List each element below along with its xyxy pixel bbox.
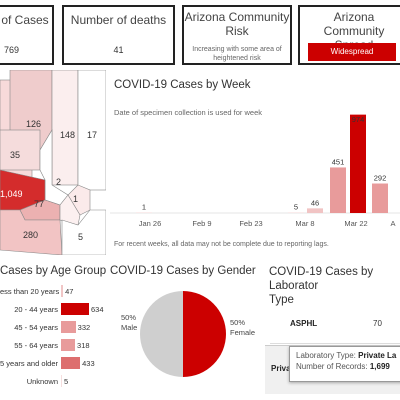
lab-chart-title: COVID-19 Cases by Laborator Type <box>269 266 374 306</box>
age-group-row[interactable]: Unknown 5 <box>0 375 110 388</box>
age-group-label: Unknown <box>26 377 58 386</box>
week-bar-label: 5 <box>294 202 298 211</box>
map-label: 17 <box>87 130 97 140</box>
age-group-row[interactable]: 5 years and older 433 <box>0 357 110 370</box>
lab-value: 70 <box>373 319 382 328</box>
lab-tooltip: Laboratory Type: Private La Number of Re… <box>289 346 400 382</box>
week-bar-label: 46 <box>311 198 319 207</box>
x-tick-label: Mar 8 <box>295 219 314 228</box>
week-bar-label: 292 <box>374 174 387 183</box>
age-group-row[interactable]: 45 - 54 years 332 <box>0 321 110 334</box>
arizona-county-map[interactable]: 126 148 17 35 2 1,049 77 1 280 5 <box>0 70 106 255</box>
age-group-value: 5 <box>64 377 69 386</box>
age-group-bar[interactable] <box>61 375 62 387</box>
x-tick-label: Feb 9 <box>192 219 211 228</box>
map-label: 2 <box>56 177 61 187</box>
age-group-label: 20 - 44 years <box>14 305 58 314</box>
week-bar[interactable] <box>288 212 304 213</box>
county-graham[interactable] <box>59 194 81 226</box>
week-bar[interactable] <box>136 212 152 213</box>
map-label: 126 <box>26 119 41 129</box>
male-slice[interactable] <box>140 291 183 377</box>
age-group-chart[interactable]: ess than 20 years 47 20 - 44 years 634 45 - … <box>0 285 110 395</box>
cases-card-title: r of Cases <box>0 13 49 27</box>
x-tick-label: Feb 23 <box>239 219 262 228</box>
week-bar-label: 451 <box>332 157 345 166</box>
map-label: 1,049 <box>0 189 23 199</box>
age-group-bar[interactable] <box>61 321 76 333</box>
community-risk-title: Arizona Community Risk <box>184 10 290 38</box>
age-group-row[interactable]: ess than 20 years 47 <box>0 285 110 298</box>
week-bar[interactable] <box>307 208 323 213</box>
week-bar[interactable] <box>330 167 346 213</box>
map-label: 77 <box>34 199 44 209</box>
age-group-value: 47 <box>65 287 74 296</box>
cases-card-value: 769 <box>4 45 20 55</box>
week-bar-label: 974 <box>352 115 365 124</box>
tooltip-records: Number of Records: 1,699 <box>296 362 390 371</box>
x-tick-label: A <box>390 219 395 228</box>
weekly-chart-subtitle: Date of specimen collection is used for … <box>114 108 262 117</box>
age-group-label: 55 - 64 years <box>14 341 58 350</box>
age-chart-title: Cases by Age Group <box>0 265 107 277</box>
age-group-bar[interactable] <box>61 285 64 297</box>
age-group-label: 5 years and older <box>0 359 58 368</box>
county-navajo[interactable] <box>51 70 79 186</box>
week-bar[interactable] <box>372 183 388 213</box>
age-group-label: ess than 20 years <box>0 287 60 296</box>
community-risk-card[interactable]: Arizona Community Risk Increasing with s… <box>182 5 292 65</box>
weekly-chart-title: COVID-19 Cases by Week <box>114 79 251 91</box>
map-label: 148 <box>60 130 75 140</box>
community-risk-subtitle: Increasing with some area of heightened … <box>192 46 282 62</box>
male-label: 50% Male <box>121 313 138 332</box>
age-group-bar[interactable] <box>61 357 81 369</box>
week-bar[interactable] <box>350 114 366 213</box>
county-greenlee[interactable] <box>67 184 91 216</box>
age-group-label: 45 - 54 years <box>14 323 58 332</box>
lab-row-asphl[interactable]: ASPHL 70 <box>270 305 400 344</box>
deaths-card-title: Number of deaths <box>70 13 167 27</box>
weekly-chart-footnote: For recent weeks, all data may not be co… <box>114 241 329 248</box>
county-apache[interactable] <box>77 70 106 191</box>
map-label: 280 <box>23 230 38 240</box>
female-label: 50% Female <box>230 318 256 337</box>
week-bar-label: 1 <box>142 202 146 211</box>
county-pima[interactable] <box>0 209 63 255</box>
map-label: 35 <box>10 150 20 160</box>
map-label: 5 <box>78 232 83 242</box>
age-group-value: 318 <box>77 341 90 350</box>
county-cochise[interactable] <box>61 209 106 255</box>
lab-name: Privat <box>271 364 294 373</box>
age-group-value: 433 <box>82 359 95 368</box>
age-group-row[interactable]: 20 - 44 years 634 <box>0 303 110 316</box>
age-group-bar[interactable] <box>61 303 89 315</box>
widespread-badge: Widespread <box>308 43 396 61</box>
deaths-card: Number of deaths 41 <box>62 5 175 65</box>
age-group-value: 634 <box>91 305 104 314</box>
x-tick-label: Jan 26 <box>139 219 162 228</box>
age-group-value: 332 <box>77 323 91 332</box>
gender-chart-title: COVID-19 Cases by Gender <box>110 265 256 277</box>
deaths-card-value: 41 <box>113 45 124 55</box>
lab-name: ASPHL <box>290 319 318 328</box>
map-label: 1 <box>73 194 78 204</box>
cases-card: r of Cases 769 <box>0 5 54 65</box>
tooltip-type: Laboratory Type: Private La <box>296 351 397 360</box>
community-spread-card[interactable]: Arizona Community Spread Widespread <box>298 5 400 65</box>
female-slice[interactable] <box>183 291 226 377</box>
age-group-bar[interactable] <box>61 339 76 351</box>
x-tick-label: Mar 22 <box>344 219 367 228</box>
age-group-row[interactable]: 55 - 64 years 318 <box>0 339 110 352</box>
gender-pie-chart[interactable] <box>138 289 228 379</box>
weekly-bar-chart[interactable]: Jan 26 Feb 9 Feb 23 Mar 8 Mar 22 A 1 5 46 451 974 2… <box>110 112 400 237</box>
